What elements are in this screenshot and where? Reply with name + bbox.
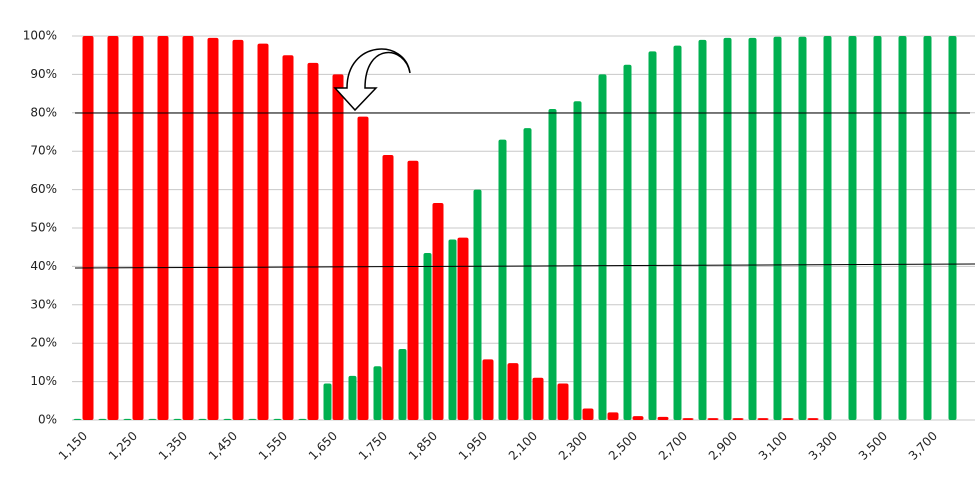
bar <box>323 383 332 420</box>
y-tick-label: 20% <box>30 336 57 350</box>
bar <box>457 237 469 420</box>
bar <box>123 418 132 420</box>
bar <box>282 55 294 420</box>
bar <box>648 51 657 421</box>
bar <box>848 36 857 420</box>
bar <box>698 39 707 421</box>
bar <box>673 45 682 420</box>
bar <box>623 64 632 421</box>
bar <box>807 418 819 420</box>
x-tick-label: 1,250 <box>106 429 140 463</box>
x-tick-label: 1,350 <box>156 429 190 463</box>
x-tick-label: 1,650 <box>306 429 340 463</box>
bar <box>582 408 594 420</box>
bar <box>682 418 694 420</box>
bar <box>948 36 957 420</box>
y-tick-label: 60% <box>30 182 57 196</box>
x-tick-label: 1,150 <box>56 429 90 463</box>
x-tick-label: 1,850 <box>406 429 440 463</box>
y-tick-label: 50% <box>30 221 57 235</box>
y-tick-label: 90% <box>30 67 57 81</box>
bar <box>573 101 582 420</box>
arrow-icon <box>333 48 411 112</box>
bar <box>657 416 669 420</box>
bar <box>82 36 94 420</box>
bar <box>607 412 619 420</box>
bar <box>423 252 432 420</box>
bar <box>98 418 107 420</box>
bar <box>407 160 419 421</box>
bar <box>898 36 907 420</box>
bar <box>273 418 282 420</box>
bar <box>132 36 144 420</box>
y-tick-label: 70% <box>30 144 57 158</box>
bar <box>257 43 269 421</box>
bar <box>732 418 744 420</box>
bars <box>73 36 957 421</box>
reference-line <box>74 263 976 269</box>
bar <box>923 36 932 420</box>
bar <box>482 359 494 420</box>
x-tick-label: 1,450 <box>206 429 240 463</box>
x-tick-label: 2,900 <box>706 429 740 463</box>
bar <box>157 36 169 420</box>
bar <box>782 418 794 420</box>
bar <box>723 37 732 421</box>
bar <box>332 74 344 421</box>
x-tick-label: 2,500 <box>606 429 640 463</box>
x-tick-label: 1,950 <box>456 429 490 463</box>
x-tick-label: 1,550 <box>256 429 290 463</box>
bar <box>823 36 832 420</box>
bar <box>632 416 644 420</box>
bar <box>307 62 319 420</box>
bar <box>748 37 757 421</box>
x-tick-label: 3,300 <box>806 429 840 463</box>
bar <box>523 128 532 420</box>
x-tick-label: 2,300 <box>556 429 590 463</box>
y-tick-label: 10% <box>30 374 57 388</box>
y-tick-label: 40% <box>30 259 57 273</box>
bar <box>223 418 232 420</box>
y-tick-label: 80% <box>30 105 57 119</box>
y-tick-label: 100% <box>23 29 57 43</box>
bar <box>398 348 407 420</box>
y-tick-label: 30% <box>30 297 57 311</box>
bar <box>707 418 719 420</box>
bar <box>207 37 219 421</box>
bar <box>448 239 457 420</box>
x-tick-label: 2,100 <box>506 429 540 463</box>
bar <box>373 366 382 420</box>
bar <box>598 74 607 421</box>
bar <box>248 418 257 420</box>
bar <box>232 39 244 421</box>
bar <box>198 418 207 420</box>
bar <box>432 203 444 420</box>
bar <box>148 418 157 420</box>
bar <box>498 139 507 420</box>
bar <box>348 375 357 420</box>
x-tick-label: 3,100 <box>756 429 790 463</box>
bar <box>507 363 519 420</box>
bar <box>173 418 182 420</box>
bar <box>873 36 882 420</box>
bar <box>548 108 557 421</box>
bar <box>773 36 782 420</box>
bar <box>532 377 544 420</box>
bar <box>182 36 194 420</box>
bar <box>298 418 307 420</box>
bar <box>382 155 394 421</box>
x-tick-label: 2,700 <box>656 429 690 463</box>
bar <box>107 36 119 420</box>
bar <box>757 418 769 420</box>
bar <box>357 116 369 420</box>
bar <box>73 418 82 420</box>
x-tick-label: 3,500 <box>856 429 890 463</box>
x-tick-label: 1,750 <box>356 429 390 463</box>
y-tick-label: 0% <box>38 413 57 427</box>
x-tick-label: 3,700 <box>906 429 940 463</box>
bar <box>798 36 807 420</box>
bar <box>473 189 482 420</box>
bar <box>557 383 569 420</box>
